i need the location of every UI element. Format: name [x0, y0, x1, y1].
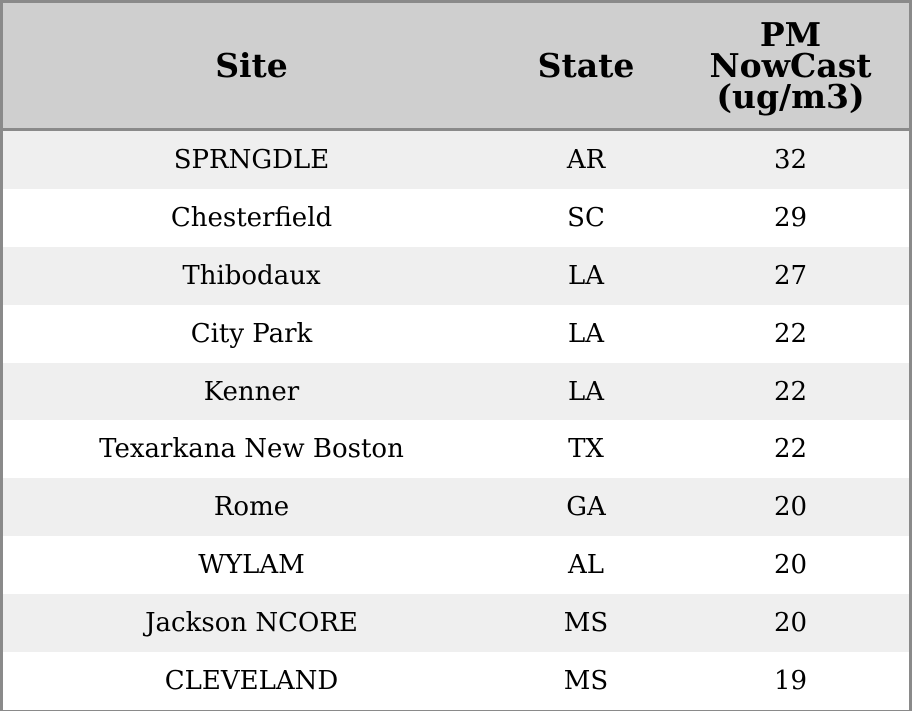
- site-cell: Kenner: [3, 362, 500, 421]
- table-row: City Park LA 22: [3, 304, 909, 363]
- pm-nowcast-cell: 22: [672, 420, 909, 479]
- site-cell: Texarkana New Boston: [3, 420, 500, 479]
- site-cell: Thibodaux: [3, 246, 500, 305]
- pm-nowcast-cell: 27: [672, 246, 909, 305]
- pm-nowcast-cell: 20: [672, 594, 909, 653]
- table-row: Texarkana New Boston TX 22: [3, 420, 909, 479]
- column-header-site: Site: [3, 3, 500, 131]
- state-cell: TX: [500, 420, 672, 479]
- state-cell: MS: [500, 652, 672, 710]
- table-header: Site State PM NowCast (ug/m3): [3, 3, 909, 131]
- site-cell: City Park: [3, 304, 500, 363]
- table-row: Thibodaux LA 27: [3, 246, 909, 305]
- pm-nowcast-cell: 22: [672, 362, 909, 421]
- column-header-pm-nowcast: PM NowCast (ug/m3): [672, 3, 909, 131]
- state-cell: AR: [500, 129, 672, 189]
- table-body: SPRNGDLE AR 32 Chesterfield SC 29 Thibodaux LA 2…: [3, 129, 909, 710]
- table-row: WYLAM AL 20: [3, 536, 909, 595]
- pm-nowcast-cell: 22: [672, 304, 909, 363]
- column-header-state: State: [500, 3, 672, 131]
- table-row: Chesterfield SC 29: [3, 188, 909, 247]
- pm-nowcast-cell: 20: [672, 478, 909, 537]
- pm-header-line-3: (ug/m3): [716, 77, 865, 116]
- site-cell: SPRNGDLE: [3, 129, 500, 189]
- pm-nowcast-cell: 32: [672, 129, 909, 189]
- site-cell: CLEVELAND: [3, 652, 500, 710]
- pm-nowcast-table: Site State PM NowCast (ug/m3) SPRNGDLE AR…: [3, 3, 909, 710]
- site-cell: Jackson NCORE: [3, 594, 500, 653]
- state-cell: GA: [500, 478, 672, 537]
- state-cell: LA: [500, 304, 672, 363]
- state-cell: SC: [500, 188, 672, 247]
- pm-header-line-1: PM: [759, 15, 822, 54]
- state-cell: MS: [500, 594, 672, 653]
- table-row: SPRNGDLE AR 32: [3, 129, 909, 189]
- pm-nowcast-cell: 20: [672, 536, 909, 595]
- table-row: Rome GA 20: [3, 478, 909, 537]
- pm-header-line-2: NowCast: [709, 46, 872, 85]
- state-cell: AL: [500, 536, 672, 595]
- site-cell: WYLAM: [3, 536, 500, 595]
- state-cell: LA: [500, 362, 672, 421]
- pm-nowcast-cell: 19: [672, 652, 909, 710]
- table-row: Jackson NCORE MS 20: [3, 594, 909, 653]
- pm-nowcast-cell: 29: [672, 188, 909, 247]
- site-cell: Chesterfield: [3, 188, 500, 247]
- table-row: Kenner LA 22: [3, 362, 909, 421]
- state-cell: LA: [500, 246, 672, 305]
- table-row: CLEVELAND MS 19: [3, 652, 909, 710]
- site-cell: Rome: [3, 478, 500, 537]
- header-row: Site State PM NowCast (ug/m3): [3, 3, 909, 131]
